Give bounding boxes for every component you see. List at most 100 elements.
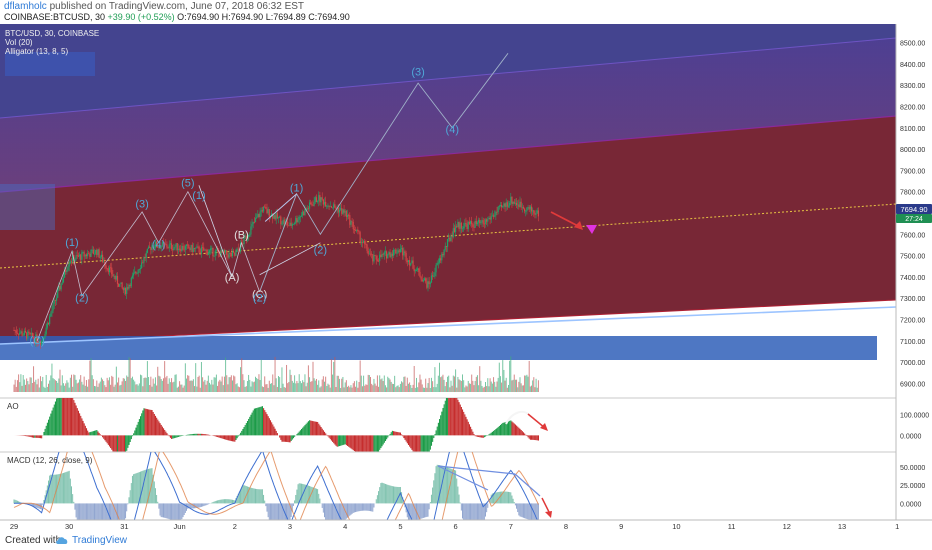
macd-hist-bar [508, 491, 509, 504]
volume-bar [81, 381, 83, 392]
candle-body [371, 253, 373, 255]
candle-body [146, 248, 148, 253]
macd-hist-bar [464, 503, 466, 520]
macd-hist-bar [161, 503, 163, 518]
macd-hist-bar [289, 503, 291, 520]
ao-bar [244, 425, 246, 436]
volume-bar [227, 384, 229, 392]
candle-body [443, 249, 445, 256]
price-axis[interactable] [896, 24, 932, 520]
ao-bar [259, 406, 261, 436]
candle-body [222, 250, 224, 253]
volume-bar [291, 380, 293, 392]
macd-hist-bar [165, 503, 167, 519]
ao-bar [137, 421, 139, 436]
volume-bar [196, 386, 198, 392]
volume-bar [353, 381, 355, 392]
volume-bar [292, 382, 294, 392]
volume-bar [76, 383, 78, 392]
ao-bar [506, 421, 508, 436]
macd-red-arrow-head [545, 511, 552, 518]
candle-body [366, 244, 368, 251]
ao-bar [298, 431, 300, 436]
volume-bar [295, 383, 297, 392]
candle-body [13, 330, 15, 331]
zone-box-upper [5, 52, 95, 76]
candle-body [410, 263, 412, 266]
volume-bar [23, 379, 25, 392]
ao-bar [111, 435, 113, 450]
macd-hist-bar [76, 503, 78, 520]
price-tick-label: 8200.00 [900, 105, 925, 112]
candle-body [237, 248, 239, 250]
macd-hist-bar [248, 486, 250, 504]
macd-hist-bar [189, 503, 191, 509]
candle-body [323, 201, 326, 205]
macd-hist-bar [474, 503, 476, 520]
ao-bar [83, 423, 85, 436]
macd-hist-bar [227, 499, 229, 504]
candle-body [151, 245, 153, 251]
macd-hist-bar [384, 483, 386, 504]
volume-bar [192, 379, 194, 392]
candle-body [153, 247, 155, 249]
macd-hist-bar [387, 484, 389, 504]
ao-bar [516, 425, 518, 436]
ao-bar [510, 420, 512, 436]
volume-bar [449, 387, 451, 392]
candle-body [296, 218, 298, 223]
volume-bar [510, 356, 512, 392]
macd-hist-bar [532, 503, 534, 520]
ao-bar [264, 410, 266, 436]
ao-bar [314, 421, 316, 436]
candle-body [465, 223, 467, 225]
candle-body [261, 210, 263, 212]
macd-hist-bar [343, 503, 345, 520]
macd-hist-bar [164, 503, 166, 518]
macd-hist-bar [258, 489, 260, 504]
candle-body [327, 205, 329, 207]
ao-bar [495, 429, 497, 436]
volume-bar [380, 379, 382, 392]
candle-body [206, 250, 208, 255]
macd-hist-bar [495, 492, 497, 504]
volume-bar [18, 374, 20, 392]
candle-body [330, 206, 332, 208]
macd-hist-bar [527, 503, 529, 520]
candle-body [365, 244, 367, 245]
macd-hist-bar [517, 503, 519, 513]
macd-hist-bar [79, 503, 81, 520]
candle-body [226, 250, 228, 255]
author-link[interactable]: dflamholc [4, 1, 47, 12]
ao-bar [447, 398, 449, 436]
candle-body [44, 333, 46, 337]
candle-body [229, 252, 231, 254]
candle-body [142, 262, 144, 264]
volume-bar [91, 375, 93, 392]
ao-bar [496, 428, 498, 436]
volume-bar [143, 378, 145, 392]
volume-bar [233, 375, 235, 392]
macd-hist-bar [51, 474, 53, 504]
ao-bar [199, 433, 201, 436]
candle-body [190, 244, 192, 250]
volume-bar [483, 386, 485, 392]
volume-bar [412, 384, 414, 392]
volume-bar [74, 375, 76, 392]
candle-body [135, 271, 137, 274]
candle-body [147, 246, 150, 249]
macd-hist-bar [196, 503, 198, 508]
ao-bar [513, 423, 515, 436]
macd-tick-label: 50.0000 [900, 465, 925, 472]
price-tick-label: 7300.00 [900, 296, 925, 303]
candle-body [188, 245, 190, 249]
trading-chart[interactable]: (C)(1)(2)(3)(4)(5)(1)(A)(B)(C)(2)(1)(2)(… [0, 24, 932, 532]
ao-bar [318, 423, 320, 436]
ao-bar [66, 398, 68, 436]
tradingview-link[interactable]: TradingView [72, 535, 128, 546]
volume-bar [457, 376, 459, 392]
wave-label: (5) [181, 177, 194, 189]
ao-bar [359, 435, 361, 452]
candle-body [430, 275, 433, 283]
macd-hist-bar [273, 503, 275, 520]
